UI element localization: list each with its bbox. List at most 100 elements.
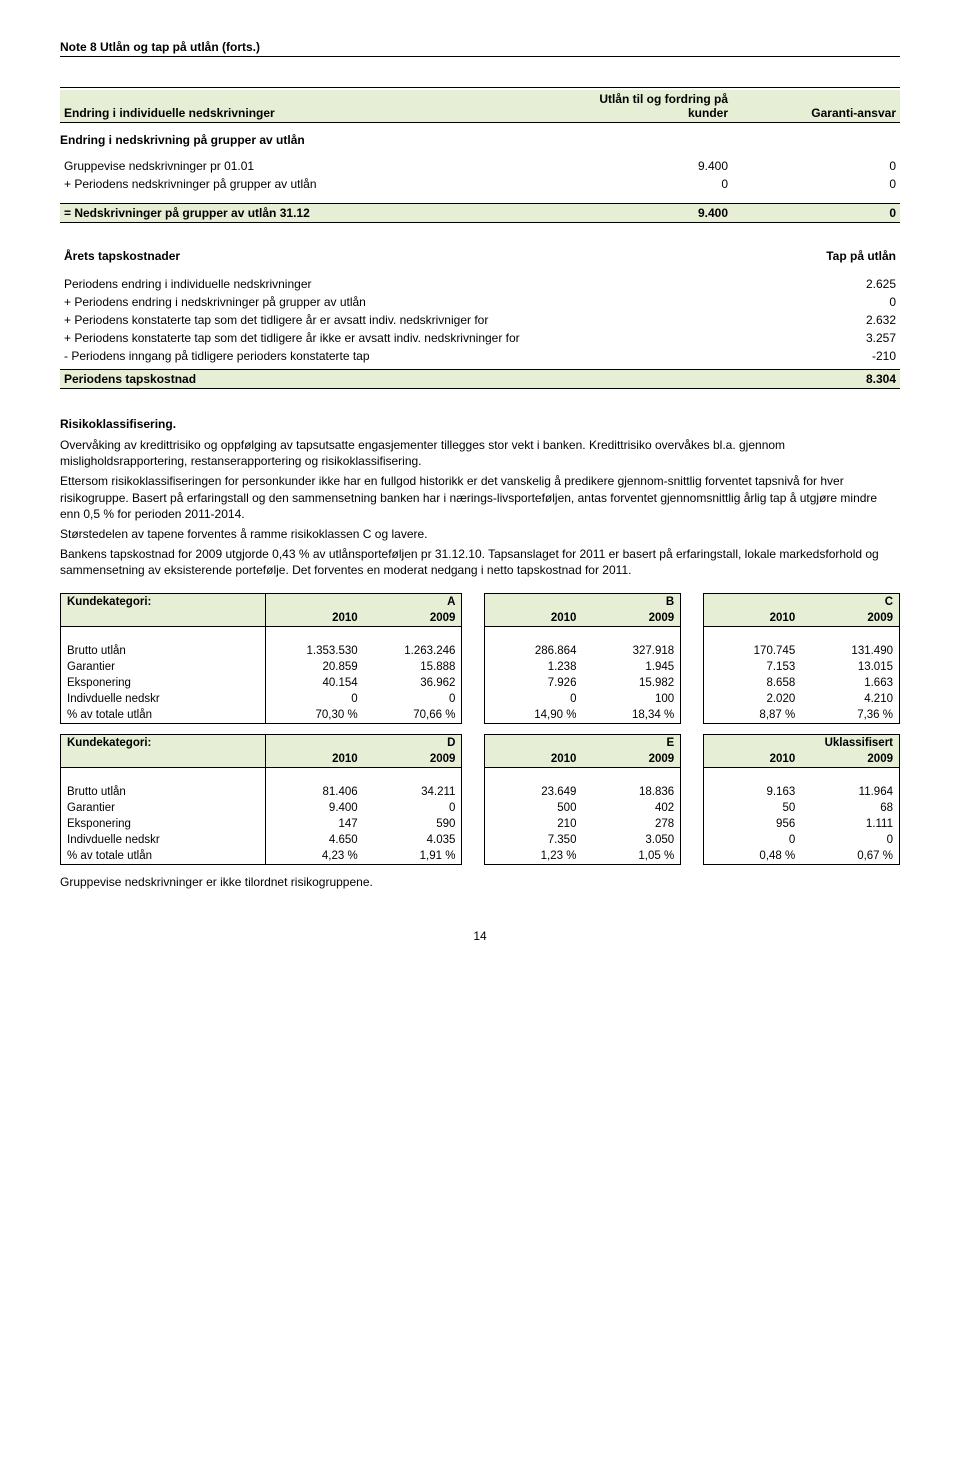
row-val: 9.400 [564, 157, 732, 175]
t1-header-left: Endring i individuelle nedskrivninger [60, 90, 564, 123]
data-cell: 1.663 [801, 675, 899, 691]
t1-total-v2: 0 [732, 204, 900, 223]
data-cell: 500 [484, 800, 582, 816]
year-header: 2009 [801, 610, 899, 627]
table-row: Gruppevise nedskrivninger pr 01.019.4000 [60, 157, 900, 175]
row-val: 3.257 [732, 329, 900, 347]
data-cell: 36.962 [364, 675, 462, 691]
data-cell: 0 [265, 691, 363, 707]
table-endring-grupper: Gruppevise nedskrivninger pr 01.019.4000… [60, 157, 900, 193]
row-label: Brutto utlån [61, 643, 266, 659]
data-cell: 100 [582, 691, 680, 707]
data-cell: 7,36 % [801, 707, 899, 724]
spacer-cell [703, 767, 900, 784]
row-val: 0 [564, 175, 732, 193]
spacer-cell [265, 767, 461, 784]
year-header: 2010 [703, 610, 801, 627]
note-title: Note 8 Utlån og tap på utlån (forts.) [60, 40, 900, 57]
row-label: Garantier [61, 800, 266, 816]
data-cell: 11.964 [801, 784, 899, 800]
data-cell: 1.238 [484, 659, 582, 675]
data-cell: 402 [582, 800, 680, 816]
risk-heading: Risikoklassifisering. [60, 417, 900, 431]
t2-header-left: Årets tapskostnader [60, 247, 732, 265]
data-cell: 70,66 % [364, 707, 462, 724]
t1-header-c1: Utlån til og fordring på kunder [564, 90, 732, 123]
data-cell: 70,30 % [265, 707, 363, 724]
data-cell: 170.745 [703, 643, 801, 659]
row-val: 2.632 [732, 311, 900, 329]
data-cell: 9.400 [265, 800, 363, 816]
data-cell: 2.020 [703, 691, 801, 707]
data-cell: 3.050 [582, 832, 680, 848]
table-arets-total: Periodens tapskostnad 8.304 [60, 369, 900, 389]
table-row: + Periodens nedskrivninger på grupper av… [60, 175, 900, 193]
table-row: Garantier9.40005004025068 [61, 800, 900, 816]
table-arets-tapskostnader: Periodens endring i individuelle nedskri… [60, 275, 900, 365]
data-cell: 0 [703, 832, 801, 848]
blank-cell [61, 610, 266, 627]
t2-header-c1: Tap på utlån [732, 247, 900, 265]
row-label: Brutto utlån [61, 784, 266, 800]
table-endring-individuelle: Endring i individuelle nedskrivninger Ut… [60, 87, 900, 123]
data-cell: 15.982 [582, 675, 680, 691]
data-cell: 18,34 % [582, 707, 680, 724]
data-cell: 0 [484, 691, 582, 707]
data-cell: 147 [265, 816, 363, 832]
table-row: + Periodens endring i nedskrivninger på … [60, 293, 900, 311]
year-header: 2009 [801, 751, 899, 768]
year-header: 2009 [582, 751, 680, 768]
kundekategori-header: Kundekategori: [61, 593, 266, 610]
data-cell: 0 [801, 832, 899, 848]
row-label: Gruppevise nedskrivninger pr 01.01 [60, 157, 564, 175]
data-cell: 23.649 [484, 784, 582, 800]
row-val: 2.625 [732, 275, 900, 293]
spacer-cell [703, 626, 900, 643]
kundekategori-header: Kundekategori: [61, 734, 266, 751]
data-cell: 1,05 % [582, 848, 680, 865]
data-cell: 40.154 [265, 675, 363, 691]
group-header: E [484, 734, 680, 751]
table-row: % av totale utlån4,23 %1,91 %1,23 %1,05 … [61, 848, 900, 865]
data-cell: 0,67 % [801, 848, 899, 865]
data-cell: 1.945 [582, 659, 680, 675]
data-cell: 210 [484, 816, 582, 832]
group-header: C [703, 593, 900, 610]
table-endring-grupper-total: = Nedskrivninger på grupper av utlån 31.… [60, 203, 900, 223]
data-cell: 4.210 [801, 691, 899, 707]
data-cell: 4,23 % [265, 848, 363, 865]
table-row: Indivduelle nedskr4.6504.0357.3503.05000 [61, 832, 900, 848]
paragraph: Ettersom risikoklassifiseringen for pers… [60, 473, 900, 522]
spacer-cell [484, 767, 680, 784]
data-cell: 13.015 [801, 659, 899, 675]
group-header: D [265, 734, 461, 751]
table-row: Eksponering1475902102789561.111 [61, 816, 900, 832]
page-number: 14 [60, 929, 900, 943]
year-header: 2010 [265, 751, 363, 768]
year-header: 2010 [265, 610, 363, 627]
group-header: B [484, 593, 680, 610]
data-cell: 9.163 [703, 784, 801, 800]
data-cell: 7.350 [484, 832, 582, 848]
table-row: Brutto utlån81.40634.21123.64918.8369.16… [61, 784, 900, 800]
data-cell: 50 [703, 800, 801, 816]
table-row: Periodens endring i individuelle nedskri… [60, 275, 900, 293]
data-cell: 0,48 % [703, 848, 801, 865]
data-cell: 18.836 [582, 784, 680, 800]
year-header: 2010 [484, 610, 582, 627]
t2-total-v: 8.304 [732, 370, 900, 389]
data-cell: 15.888 [364, 659, 462, 675]
table-row: Indivduelle nedskr0001002.0204.210 [61, 691, 900, 707]
row-label: % av totale utlån [61, 707, 266, 724]
row-label: Indivduelle nedskr [61, 832, 266, 848]
spacer-cell [484, 626, 680, 643]
row-label: Eksponering [61, 675, 266, 691]
data-cell: 14,90 % [484, 707, 582, 724]
data-cell: 0 [364, 691, 462, 707]
table-row: + Periodens konstaterte tap som det tidl… [60, 311, 900, 329]
year-header: 2009 [364, 610, 462, 627]
row-label: - Periodens inngang på tidligere periode… [60, 347, 732, 365]
row-label: Eksponering [61, 816, 266, 832]
kundekategori-deu: Kundekategori:DEUklassifisert20102009201… [60, 734, 900, 865]
table-row: - Periodens inngang på tidligere periode… [60, 347, 900, 365]
